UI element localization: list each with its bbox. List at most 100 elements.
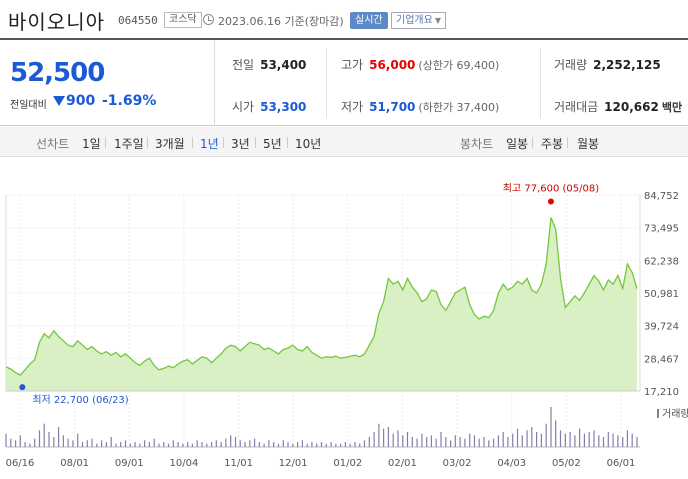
volume-bar — [493, 438, 495, 447]
company-info-label: 기업개요 — [396, 15, 433, 26]
volume-label: 거래량 — [662, 408, 688, 420]
volume-bar — [383, 428, 385, 447]
stat-open: 시가 53,300 — [232, 98, 306, 115]
tab-3y[interactable]: 3년 — [231, 137, 250, 151]
volume-bar — [631, 433, 633, 447]
volume-bar — [187, 442, 189, 447]
volume-bar — [144, 440, 146, 447]
high-annotation: 최고 77,600 (05/08) — [503, 182, 599, 194]
volume-bar — [559, 430, 562, 447]
y-tick-label: 28,467 — [644, 354, 679, 365]
stat-label: 저가 — [341, 100, 364, 114]
stat-value: 2,252,125 — [593, 58, 661, 72]
volume-bar — [488, 440, 490, 447]
volume-bar — [316, 443, 318, 447]
x-tick-label: 06/16 — [6, 458, 35, 469]
volume-bar — [622, 437, 624, 447]
market-badge: 코스닥 — [164, 12, 202, 28]
volume-bar — [402, 435, 404, 447]
tab-10y[interactable]: 10년 — [295, 137, 322, 151]
tab-candle-chart[interactable]: 봉차트 — [460, 137, 494, 151]
volume-bar — [526, 430, 528, 447]
chevron-down-icon: ▼ — [434, 16, 441, 25]
volume-bar — [120, 442, 122, 447]
volume-bar — [636, 437, 638, 447]
x-tick-label: 10/04 — [169, 458, 198, 469]
volume-bar — [320, 442, 323, 447]
chart-svg: 84,752 73,495 62,238 50,981 39,724 28,467 17,2… — [5, 182, 688, 469]
tab-1y[interactable]: 1년 — [200, 137, 219, 151]
volume-bar — [392, 433, 394, 447]
volume-bar — [483, 437, 485, 447]
volume-bar — [301, 440, 303, 447]
volume-bar — [182, 443, 184, 447]
lower-limit: (하한가 37,400) — [418, 101, 500, 114]
volume-bar — [593, 430, 595, 447]
volume-bar — [607, 432, 609, 447]
x-tick-label: 02/01 — [388, 458, 417, 469]
volume-bar — [148, 442, 150, 447]
volume-bar — [230, 435, 232, 447]
volume-bar — [15, 440, 17, 447]
volume-bar — [67, 438, 69, 447]
low-annotation: 최저 22,700 (06/23) — [32, 394, 128, 406]
divider — [326, 48, 327, 118]
tab-divider — [223, 137, 224, 148]
y-tick-label: 62,238 — [644, 256, 679, 267]
y-tick-label: 84,752 — [644, 191, 679, 202]
volume-bar — [545, 423, 547, 447]
volume-bar — [153, 438, 155, 447]
stat-low: 저가 51,700 (하한가 37,400) — [341, 98, 499, 115]
volume-bar — [602, 437, 605, 447]
volume-bar — [19, 435, 21, 447]
volume-bar — [129, 443, 131, 447]
volume-bar — [306, 443, 308, 447]
tab-daily[interactable]: 일봉 — [506, 137, 529, 151]
x-tick-label: 01/02 — [333, 458, 362, 469]
tab-1d[interactable]: 1일 — [82, 137, 101, 151]
volume-bar — [258, 442, 260, 447]
tab-divider — [192, 137, 193, 148]
company-info-dropdown[interactable]: 기업개요 ▼ — [391, 12, 446, 29]
realtime-button[interactable]: 실시간 — [350, 12, 388, 29]
x-tick-label: 05/02 — [552, 458, 581, 469]
stock-name: 바이오니아 — [8, 10, 105, 34]
volume-bar — [5, 433, 7, 447]
change-percent: -1.69% — [102, 93, 157, 109]
tab-monthly[interactable]: 월봉 — [577, 137, 600, 151]
tab-divider — [255, 137, 256, 148]
volume-bar — [617, 435, 619, 447]
volume-bar — [435, 438, 437, 447]
volume-bar — [292, 443, 294, 447]
volume-bar — [220, 442, 222, 447]
volume-bar — [196, 440, 198, 447]
volume-bar — [536, 432, 538, 447]
volume-bar — [516, 428, 519, 447]
tab-weekly[interactable]: 주봉 — [541, 137, 564, 151]
volume-bar — [473, 435, 476, 447]
volume-bar — [282, 440, 284, 447]
stat-value: 53,300 — [260, 100, 307, 114]
volume-bar — [540, 433, 542, 447]
stat-value: 51,700 — [369, 100, 416, 114]
volume-bar — [626, 430, 628, 447]
stat-prev-close: 전일 53,400 — [232, 56, 306, 73]
volume-bar — [215, 440, 217, 447]
volume-bar — [330, 442, 332, 447]
x-tick-label: 09/01 — [115, 458, 144, 469]
tab-1w[interactable]: 1주일 — [114, 137, 144, 151]
volume-bar — [512, 433, 514, 447]
price-line — [5, 217, 638, 376]
price-chart[interactable]: 84,752 73,495 62,238 50,981 39,724 28,467 17,2… — [0, 157, 688, 479]
volume-bar — [564, 433, 566, 447]
stat-high: 고가 56,000 (상한가 69,400) — [341, 56, 499, 73]
volume-bar — [612, 433, 614, 447]
volume-bar — [115, 443, 117, 447]
tab-3m[interactable]: 3개월 — [155, 137, 185, 151]
tab-line-chart[interactable]: 선차트 — [36, 137, 70, 151]
tab-5y[interactable]: 5년 — [263, 137, 282, 151]
volume-bar — [201, 442, 203, 447]
volume-bar — [445, 437, 447, 447]
volume-bar — [588, 432, 590, 447]
volume-bar — [411, 437, 413, 447]
